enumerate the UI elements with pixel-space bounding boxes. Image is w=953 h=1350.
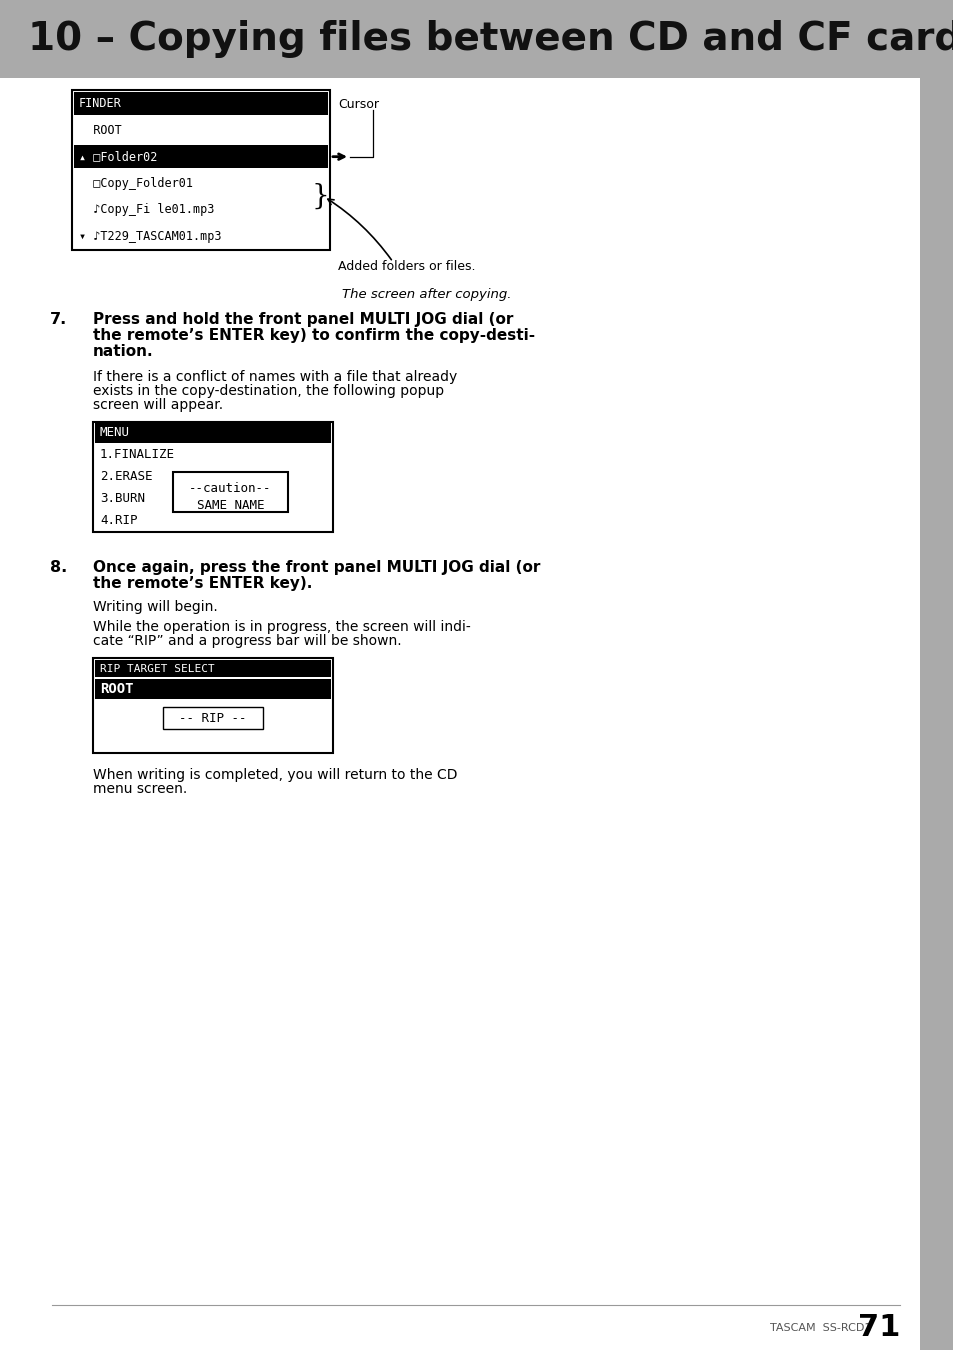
- Text: exists in the copy-destination, the following popup: exists in the copy-destination, the foll…: [92, 383, 444, 398]
- Text: --caution--: --caution--: [189, 482, 272, 495]
- Text: cate “RIP” and a progress bar will be shown.: cate “RIP” and a progress bar will be sh…: [92, 634, 401, 648]
- Bar: [95, 424, 331, 443]
- Text: 1.FINALIZE: 1.FINALIZE: [100, 448, 174, 462]
- Text: The screen after copying.: The screen after copying.: [342, 288, 511, 301]
- Text: FINDER: FINDER: [79, 97, 122, 109]
- Text: ▴ □Folder02: ▴ □Folder02: [79, 150, 157, 163]
- Bar: [95, 660, 331, 676]
- Bar: [71, 90, 330, 250]
- Text: ROOT: ROOT: [100, 682, 133, 697]
- Text: ROOT: ROOT: [79, 123, 122, 136]
- Text: the remote’s ENTER key) to confirm the copy-desti-: the remote’s ENTER key) to confirm the c…: [92, 328, 535, 343]
- Text: 10 – Copying files between CD and CF card: 10 – Copying files between CD and CF car…: [28, 20, 953, 58]
- Text: 3.BURN: 3.BURN: [100, 493, 145, 505]
- Bar: [74, 144, 328, 169]
- Bar: [92, 423, 333, 532]
- Text: When writing is completed, you will return to the CD: When writing is completed, you will retu…: [92, 768, 457, 782]
- Text: menu screen.: menu screen.: [92, 782, 187, 796]
- Bar: [74, 92, 328, 115]
- Text: ▾ ♪T229_TASCAM01.mp3: ▾ ♪T229_TASCAM01.mp3: [79, 230, 221, 243]
- Text: 71: 71: [857, 1314, 899, 1342]
- Bar: [95, 679, 331, 699]
- Bar: [172, 472, 288, 512]
- Text: 8.: 8.: [50, 560, 67, 575]
- Text: 4.RIP: 4.RIP: [100, 514, 137, 528]
- Text: Writing will begin.: Writing will begin.: [92, 599, 217, 614]
- Text: SAME NAME: SAME NAME: [196, 500, 264, 512]
- Bar: [0, 0, 919, 78]
- Bar: [92, 657, 333, 753]
- Text: the remote’s ENTER key).: the remote’s ENTER key).: [92, 576, 312, 591]
- Text: □Copy_Folder01: □Copy_Folder01: [79, 177, 193, 190]
- Text: -- RIP --: -- RIP --: [179, 711, 247, 725]
- Bar: [919, 0, 953, 1350]
- Text: MENU: MENU: [100, 427, 130, 440]
- Text: TASCAM  SS-RCD1: TASCAM SS-RCD1: [769, 1323, 870, 1332]
- Text: 2.ERASE: 2.ERASE: [100, 471, 152, 483]
- Text: Press and hold the front panel MULTI JOG dial (or: Press and hold the front panel MULTI JOG…: [92, 312, 513, 327]
- Text: Once again, press the front panel MULTI JOG dial (or: Once again, press the front panel MULTI …: [92, 560, 539, 575]
- Text: ♪Copy_Fi le01.mp3: ♪Copy_Fi le01.mp3: [79, 204, 214, 216]
- Bar: [163, 707, 263, 729]
- Text: nation.: nation.: [92, 344, 153, 359]
- Text: If there is a conflict of names with a file that already: If there is a conflict of names with a f…: [92, 370, 456, 383]
- Text: 7.: 7.: [50, 312, 67, 327]
- Text: Cursor: Cursor: [337, 99, 378, 111]
- Text: RIP TARGET SELECT: RIP TARGET SELECT: [100, 663, 214, 674]
- Text: Added folders or files.: Added folders or files.: [337, 261, 475, 273]
- Text: screen will appear.: screen will appear.: [92, 398, 223, 412]
- Text: }: }: [312, 184, 330, 211]
- Text: While the operation is in progress, the screen will indi-: While the operation is in progress, the …: [92, 620, 470, 634]
